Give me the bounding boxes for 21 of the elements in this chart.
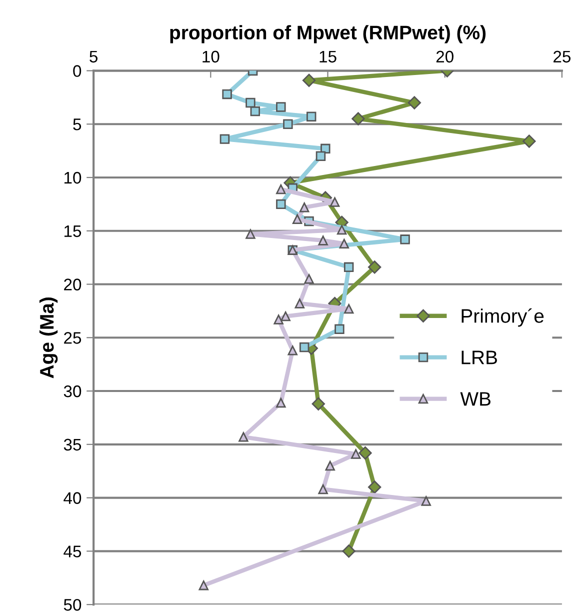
y-tick-label: 45 bbox=[64, 546, 82, 558]
y-tick-label: 10 bbox=[64, 172, 82, 184]
x-axis-title: proportion of Mpwet (RMPwet) (%) bbox=[170, 25, 486, 44]
x-tick-label: 25 bbox=[554, 50, 571, 63]
y-tick-label: 35 bbox=[64, 438, 82, 451]
x-tick-label: 15 bbox=[320, 50, 336, 63]
y-tick-label: 50 bbox=[64, 598, 82, 611]
x-tick-label: 20 bbox=[436, 50, 454, 63]
y-tick-label: 25 bbox=[64, 332, 82, 344]
y-tick-label: 20 bbox=[64, 278, 82, 290]
legend-label: LRB bbox=[462, 350, 497, 364]
y-tick-label: 0 bbox=[73, 65, 82, 77]
y-axis-title: Age (Ma) bbox=[39, 298, 58, 378]
x-tick-label: 10 bbox=[202, 50, 220, 63]
y-tick-label: 15 bbox=[64, 225, 82, 238]
x-tick-label: 5 bbox=[90, 50, 98, 63]
legend-label: WB bbox=[460, 392, 490, 406]
legend-label: Primory´e bbox=[462, 308, 544, 327]
y-tick-label: 30 bbox=[64, 385, 82, 398]
y-tick-label: 5 bbox=[73, 118, 82, 130]
y-tick-label: 40 bbox=[64, 492, 82, 504]
